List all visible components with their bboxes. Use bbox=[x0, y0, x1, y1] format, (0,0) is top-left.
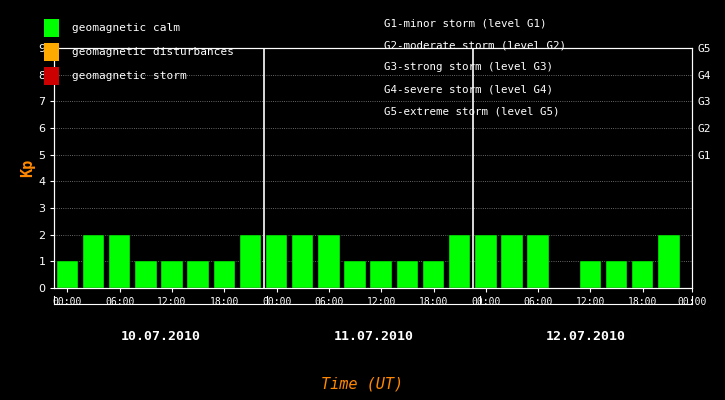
Bar bbox=[527, 235, 549, 288]
Bar bbox=[606, 261, 627, 288]
Bar bbox=[57, 261, 78, 288]
Bar bbox=[501, 235, 523, 288]
Text: geomagnetic calm: geomagnetic calm bbox=[72, 23, 181, 33]
Bar bbox=[162, 261, 183, 288]
Text: G1-minor storm (level G1): G1-minor storm (level G1) bbox=[384, 18, 547, 28]
Bar bbox=[370, 261, 392, 288]
Text: G5-extreme storm (level G5): G5-extreme storm (level G5) bbox=[384, 106, 560, 116]
Bar bbox=[188, 261, 209, 288]
Text: geomagnetic storm: geomagnetic storm bbox=[72, 71, 187, 81]
Bar bbox=[318, 235, 339, 288]
Bar bbox=[397, 261, 418, 288]
Bar bbox=[423, 261, 444, 288]
Text: G3-strong storm (level G3): G3-strong storm (level G3) bbox=[384, 62, 553, 72]
Bar bbox=[240, 235, 261, 288]
Bar bbox=[214, 261, 235, 288]
Bar bbox=[135, 261, 157, 288]
Text: 10.07.2010: 10.07.2010 bbox=[120, 330, 201, 342]
Text: 12.07.2010: 12.07.2010 bbox=[546, 330, 626, 342]
Bar bbox=[658, 235, 679, 288]
Bar bbox=[580, 261, 601, 288]
Text: 11.07.2010: 11.07.2010 bbox=[334, 330, 413, 342]
Bar bbox=[344, 261, 366, 288]
Text: geomagnetic disturbances: geomagnetic disturbances bbox=[72, 47, 234, 57]
Bar bbox=[266, 235, 287, 288]
Y-axis label: Kp: Kp bbox=[20, 159, 36, 177]
Bar bbox=[449, 235, 471, 288]
Text: G2-moderate storm (level G2): G2-moderate storm (level G2) bbox=[384, 40, 566, 50]
Text: G4-severe storm (level G4): G4-severe storm (level G4) bbox=[384, 84, 553, 94]
Bar bbox=[292, 235, 313, 288]
Bar bbox=[83, 235, 104, 288]
Bar bbox=[632, 261, 653, 288]
Text: Time (UT): Time (UT) bbox=[321, 376, 404, 392]
Bar bbox=[475, 235, 497, 288]
Bar bbox=[109, 235, 130, 288]
